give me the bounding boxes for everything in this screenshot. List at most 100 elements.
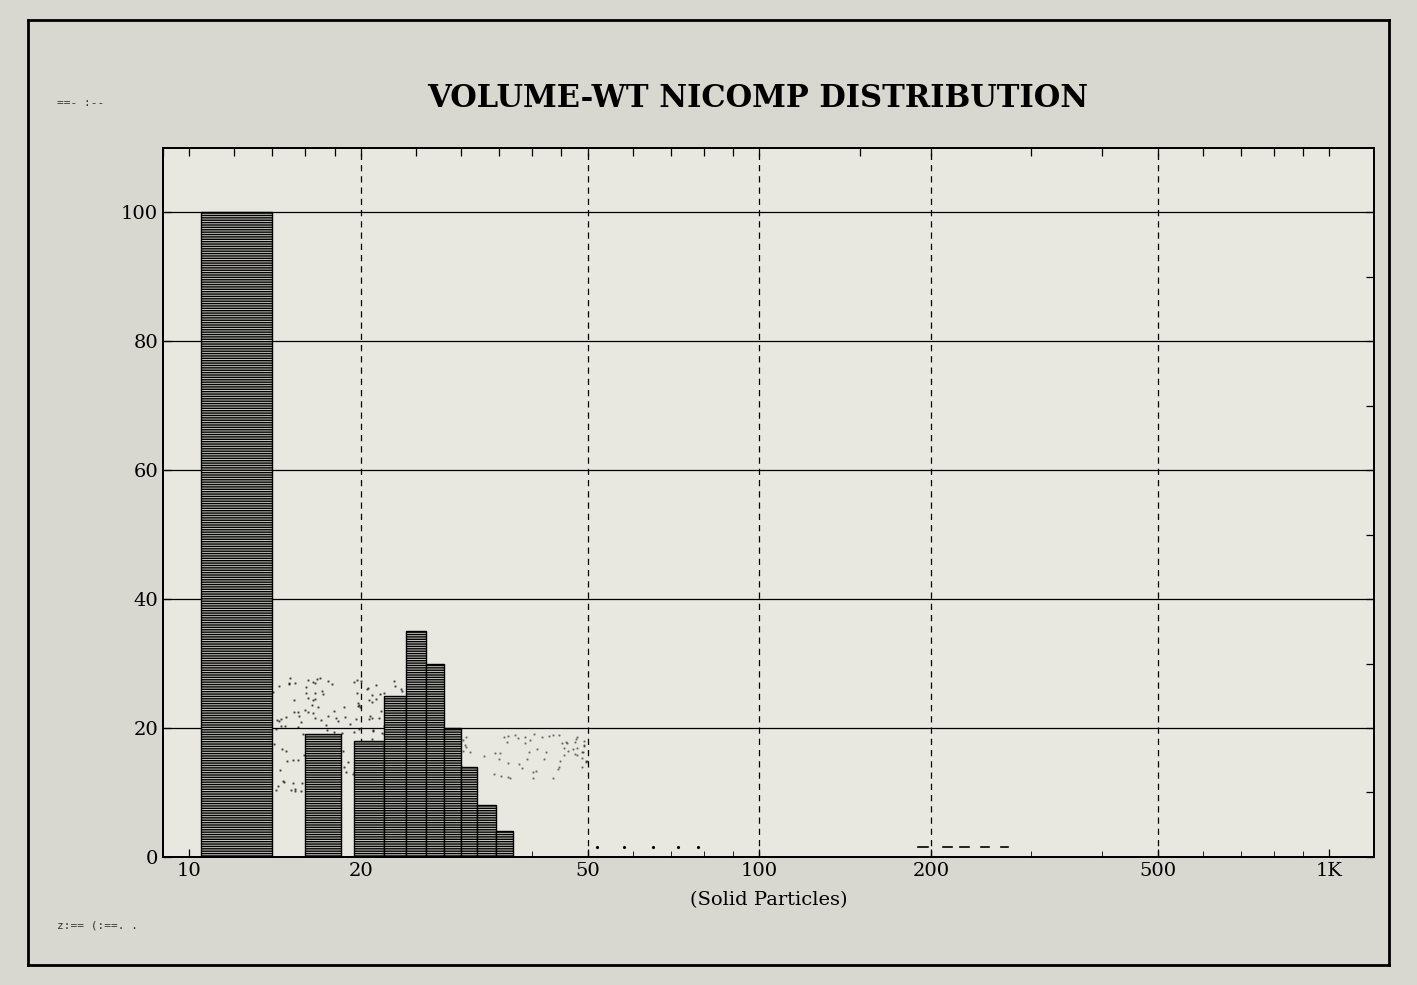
Point (295, 757, 317, 773)
Point (444, 752, 466, 767)
Point (333, 709, 356, 725)
Point (548, 759, 571, 775)
Point (262, 736, 285, 752)
Bar (496, 831, 513, 857)
Point (517, 744, 540, 759)
Point (548, 753, 571, 768)
Point (393, 701, 415, 717)
Point (565, 747, 588, 762)
Point (356, 681, 378, 696)
Point (288, 708, 310, 724)
Point (333, 759, 356, 775)
Point (275, 709, 298, 725)
Point (316, 722, 339, 738)
Point (310, 739, 333, 755)
Point (343, 779, 366, 795)
Point (322, 677, 344, 692)
Point (361, 723, 384, 739)
Point (279, 782, 302, 798)
Point (264, 782, 286, 798)
Point (347, 698, 370, 714)
Point (364, 691, 387, 707)
Point (555, 735, 578, 751)
Point (361, 710, 384, 726)
Point (373, 685, 395, 700)
Point (373, 718, 395, 734)
Point (510, 760, 533, 776)
Point (404, 751, 427, 766)
Point (271, 741, 293, 756)
Point (499, 769, 521, 785)
Point (523, 727, 546, 743)
Point (359, 708, 381, 724)
Point (493, 729, 516, 745)
Point (531, 730, 554, 746)
Point (344, 773, 367, 789)
Point (282, 692, 305, 708)
Point (346, 673, 368, 689)
Point (374, 766, 397, 782)
Point (564, 747, 587, 762)
Point (367, 773, 390, 789)
Point (383, 703, 405, 719)
Point (361, 732, 384, 748)
Point (317, 773, 340, 789)
Point (344, 755, 367, 771)
Point (547, 727, 570, 743)
Point (346, 686, 368, 701)
Point (359, 711, 381, 727)
Point (315, 735, 337, 751)
Point (444, 741, 466, 756)
Bar (201, 212, 272, 857)
Point (312, 734, 334, 750)
Point (572, 744, 595, 759)
Point (278, 676, 300, 691)
Point (289, 714, 312, 730)
Bar (425, 664, 444, 857)
Point (390, 707, 412, 723)
Point (282, 703, 305, 719)
Point (333, 699, 356, 715)
Point (394, 742, 417, 757)
Point (398, 690, 421, 706)
Point (516, 752, 538, 767)
Point (327, 782, 350, 798)
Point (292, 726, 315, 742)
Point (303, 676, 326, 691)
Point (435, 759, 458, 775)
Point (534, 745, 557, 760)
Point (521, 770, 544, 786)
Point (435, 749, 458, 764)
Point (565, 741, 588, 756)
Point (378, 691, 401, 707)
Point (367, 709, 390, 725)
Bar (306, 735, 341, 857)
Point (305, 710, 327, 726)
Point (279, 670, 302, 686)
Point (344, 710, 367, 726)
Point (356, 776, 378, 792)
Point (268, 679, 290, 694)
Point (524, 763, 547, 779)
Point (557, 744, 580, 759)
Point (452, 744, 475, 759)
Point (565, 729, 588, 745)
Point (302, 674, 324, 689)
Point (361, 688, 384, 703)
Point (459, 744, 482, 759)
Point (298, 690, 320, 706)
Point (449, 732, 472, 748)
Point (265, 721, 288, 737)
Point (383, 737, 405, 753)
Point (384, 679, 407, 694)
Point (572, 733, 595, 749)
Point (349, 721, 371, 737)
Bar (461, 766, 478, 857)
Point (446, 765, 469, 781)
Point (339, 716, 361, 732)
Point (555, 734, 578, 750)
Point (278, 676, 300, 691)
Point (380, 697, 402, 713)
Point (390, 682, 412, 697)
Point (373, 731, 395, 747)
